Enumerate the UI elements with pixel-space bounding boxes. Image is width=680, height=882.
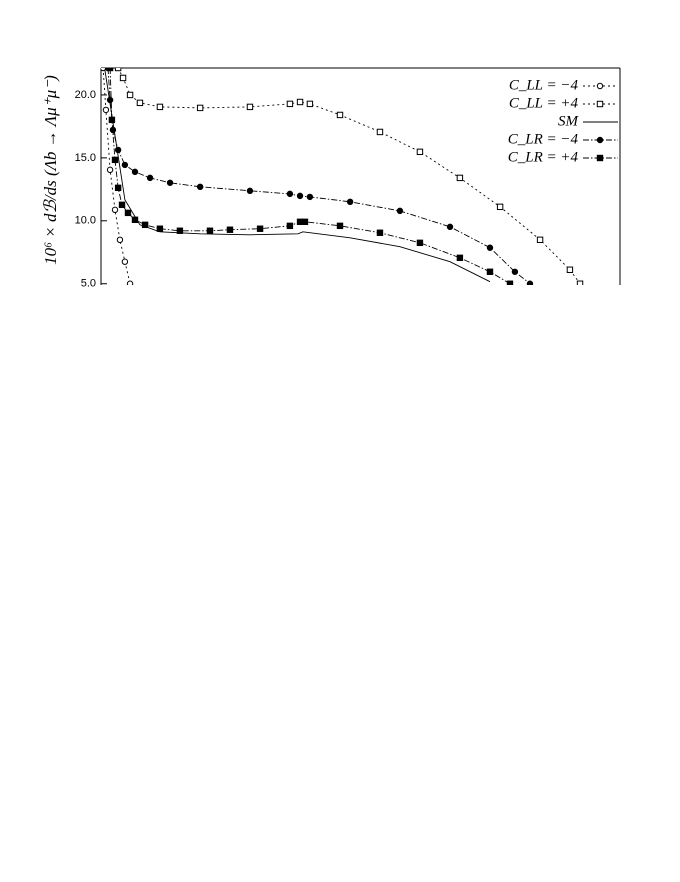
marker bbox=[121, 258, 129, 265]
marker bbox=[416, 239, 424, 247]
marker bbox=[456, 174, 464, 182]
marker bbox=[119, 74, 127, 82]
marker bbox=[566, 266, 574, 273]
marker bbox=[226, 226, 234, 233]
marker bbox=[121, 161, 129, 169]
marker bbox=[576, 280, 584, 285]
marker bbox=[131, 168, 139, 176]
marker bbox=[166, 179, 174, 186]
marker bbox=[376, 229, 384, 236]
marker bbox=[102, 106, 110, 114]
legend-label: C_LR = −4 bbox=[508, 131, 579, 147]
marker bbox=[256, 225, 264, 232]
marker bbox=[124, 209, 132, 217]
marker bbox=[296, 98, 304, 106]
marker bbox=[376, 128, 384, 136]
marker bbox=[108, 116, 116, 124]
marker bbox=[301, 218, 309, 226]
marker bbox=[131, 216, 139, 223]
marker bbox=[156, 225, 164, 232]
marker bbox=[106, 96, 114, 104]
marker bbox=[486, 244, 494, 251]
marker bbox=[456, 254, 464, 262]
marker bbox=[114, 68, 122, 72]
marker bbox=[141, 221, 149, 229]
marker bbox=[306, 193, 314, 201]
series-line bbox=[109, 68, 511, 285]
marker bbox=[106, 166, 114, 174]
y-tick-label: 5.0 bbox=[81, 278, 96, 290]
marker bbox=[196, 183, 204, 191]
marker bbox=[446, 223, 454, 231]
marker bbox=[511, 268, 519, 275]
legend-label: SM bbox=[558, 113, 580, 129]
marker bbox=[246, 103, 254, 111]
y-tick-label: 15.0 bbox=[75, 152, 96, 164]
marker bbox=[246, 187, 254, 195]
marker bbox=[596, 136, 604, 144]
marker bbox=[114, 184, 122, 192]
marker bbox=[106, 68, 114, 72]
marker bbox=[116, 236, 124, 244]
marker bbox=[336, 222, 344, 230]
marker bbox=[286, 100, 294, 108]
marker bbox=[126, 280, 134, 285]
marker bbox=[416, 148, 424, 156]
plot-area bbox=[101, 68, 584, 285]
marker bbox=[536, 236, 544, 244]
marker bbox=[286, 222, 294, 230]
marker bbox=[526, 280, 534, 285]
marker bbox=[118, 201, 126, 209]
marker bbox=[146, 174, 154, 182]
legend-label: C_LL = +4 bbox=[509, 95, 579, 111]
marker bbox=[114, 146, 122, 154]
marker bbox=[336, 111, 344, 119]
marker bbox=[206, 227, 214, 234]
marker bbox=[306, 100, 314, 108]
marker bbox=[506, 280, 514, 285]
marker bbox=[496, 203, 504, 211]
marker bbox=[176, 227, 184, 234]
marker bbox=[196, 104, 204, 112]
legend-label: C_LL = −4 bbox=[509, 77, 579, 93]
marker bbox=[286, 190, 294, 198]
marker bbox=[486, 268, 494, 275]
marker bbox=[156, 103, 164, 111]
y-tick-label: 20.0 bbox=[75, 89, 96, 101]
legend-label: C_LR = +4 bbox=[508, 149, 579, 165]
marker bbox=[596, 82, 604, 90]
marker bbox=[346, 198, 354, 205]
marker bbox=[596, 100, 604, 108]
marker bbox=[296, 192, 304, 200]
marker bbox=[111, 156, 119, 164]
marker bbox=[596, 154, 604, 162]
marker bbox=[136, 99, 144, 107]
marker bbox=[111, 206, 119, 214]
y-tick-label: 10.0 bbox=[75, 215, 96, 227]
y-axis-label: 10⁶ × dℬ/ds (Λb → Λμ⁺μ⁻) bbox=[41, 75, 60, 265]
marker bbox=[126, 91, 134, 99]
marker bbox=[396, 207, 404, 215]
